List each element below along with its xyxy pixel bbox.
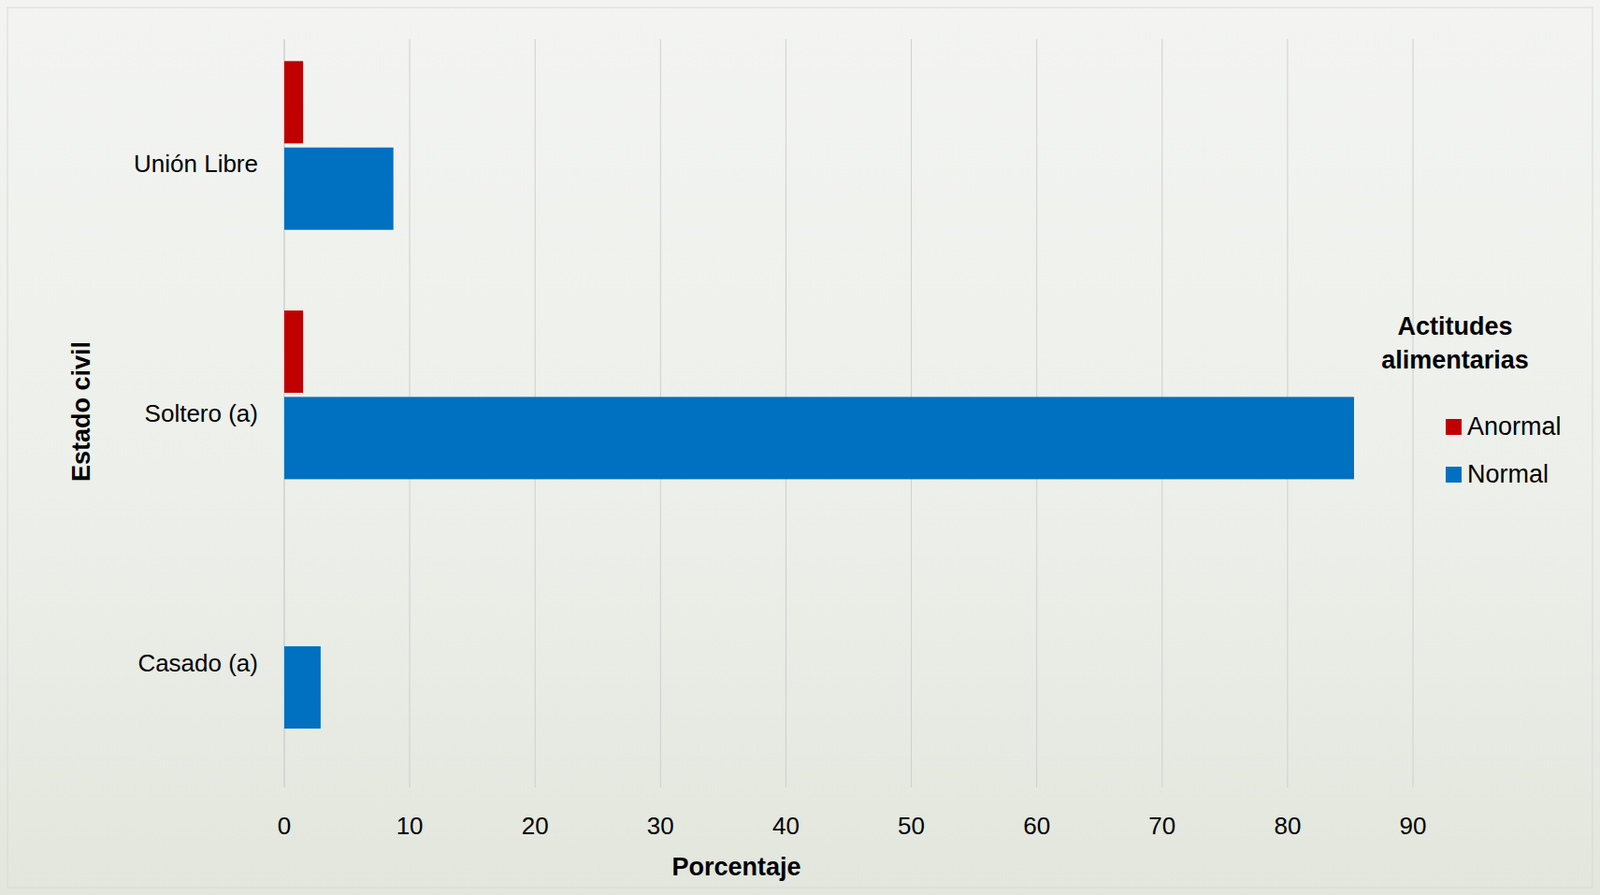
bar [284, 147, 394, 231]
background [0, 0, 1600, 895]
category-label: Soltero (a) [144, 399, 259, 428]
tick-label: 0 [277, 811, 291, 840]
grid-line [1412, 39, 1414, 788]
category-label: Unión Libre [133, 149, 259, 178]
legend-title: Actitudesalimentarias [1381, 312, 1529, 375]
tick-label: 20 [521, 811, 549, 840]
frame [7, 7, 1593, 888]
bar [284, 646, 321, 729]
tick-label: 30 [647, 811, 675, 840]
bar [284, 396, 1355, 479]
tick-label: 40 [772, 811, 800, 840]
legend: Actitudesalimentarias Anormal Normal [1381, 312, 1561, 489]
tick-label: 60 [1023, 811, 1051, 840]
chart: 0 10 20 30 40 50 60 70 80 90 Unión Libre Soltero (a… [0, 0, 1600, 895]
legend-label: Normal [1467, 460, 1549, 489]
tick-label: 80 [1273, 811, 1301, 840]
legend-swatch [1445, 418, 1462, 435]
tick-label: 90 [1399, 811, 1428, 840]
bar [284, 310, 303, 393]
category-label: Casado (a) [137, 648, 259, 678]
legend-swatch [1445, 466, 1462, 483]
y-axis-title: Estado civil [67, 341, 96, 482]
bars [284, 60, 1355, 729]
tick-label: 10 [396, 811, 424, 840]
x-axis-title: Porcentaje [671, 852, 801, 881]
legend-label: Anormal [1467, 412, 1562, 441]
tick-label: 50 [897, 811, 925, 840]
tick-label: 70 [1148, 811, 1176, 840]
bar [284, 560, 286, 643]
bar [284, 60, 303, 144]
